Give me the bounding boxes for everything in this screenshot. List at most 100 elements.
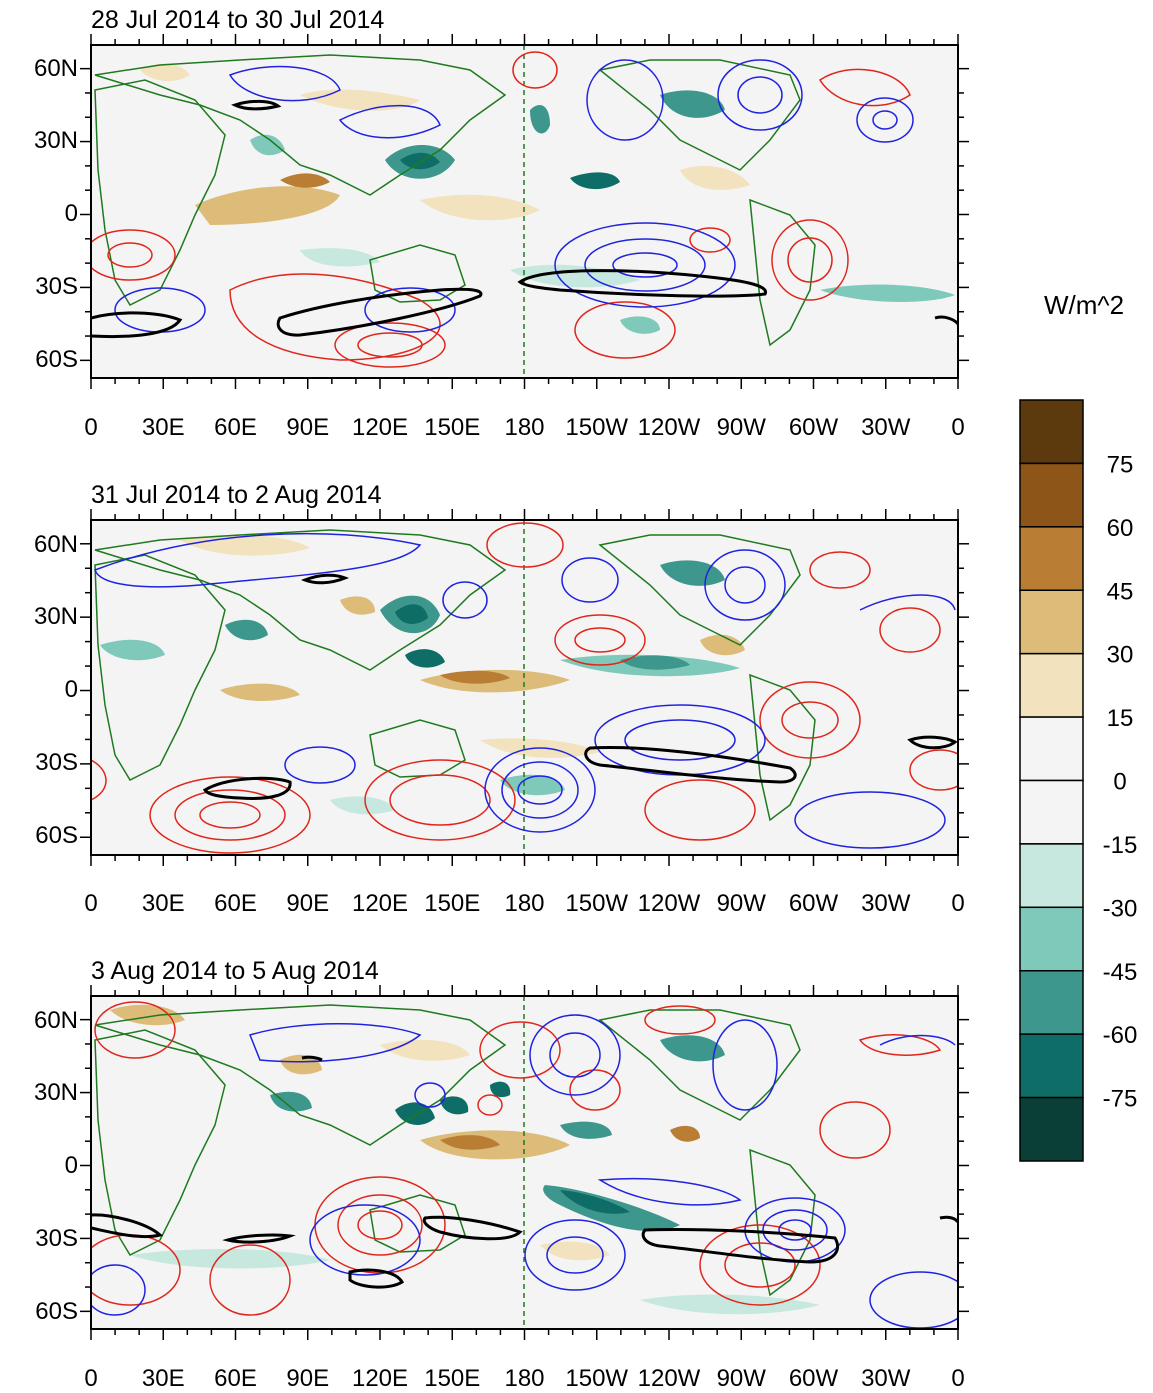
neg-contour (586, 59, 664, 141)
neg-contour (524, 1219, 626, 1291)
y-tick-label: 60N (34, 531, 78, 558)
shade-green (330, 796, 395, 815)
x-tick-label: 150E (424, 1365, 480, 1392)
shade-green (510, 264, 640, 288)
africa-coast (94, 554, 226, 781)
x-tick-label: 0 (84, 414, 97, 441)
panel-1-x-tick-labels: 0 30E 60E 90E 120E 150E 180 150W 120W 90W 60W 30W 0 (84, 414, 964, 441)
zero-contour (584, 745, 797, 784)
x-tick-label: 60E (214, 890, 257, 917)
panel-3-title: 3 Aug 2014 to 5 Aug 2014 (91, 957, 379, 985)
zero-contour (222, 1233, 296, 1244)
x-tick-label: 120W (638, 414, 701, 441)
pos-contour (781, 701, 839, 739)
neg-contour (859, 594, 956, 611)
pos-contour (689, 227, 731, 253)
pos-contour (879, 607, 941, 653)
shade-green (225, 619, 268, 641)
y-tick-label: 30N (34, 127, 78, 154)
y-tick-label: 0 (65, 200, 78, 227)
pos-contour (209, 1244, 291, 1316)
pos-contour (91, 229, 176, 281)
shade-green (250, 134, 285, 156)
shade-green (395, 604, 428, 624)
pos-contour (818, 68, 911, 107)
panel-3: 3 Aug 2014 to 5 Aug 2014 (34, 957, 969, 1392)
pos-contour (699, 1224, 821, 1306)
x-tick-label: 90E (286, 890, 329, 917)
shade-green (820, 284, 955, 302)
neg-contour (442, 581, 488, 619)
australia-coast (369, 1194, 466, 1253)
y-tick-label: 30S (35, 1225, 78, 1252)
zero-contour (422, 1215, 523, 1241)
panel-3-ticks (80, 985, 969, 1340)
neg-contour (794, 791, 946, 849)
shade-green (395, 1102, 435, 1125)
pos-contour (909, 749, 958, 791)
pos-contour (787, 237, 833, 283)
pos-contour (554, 614, 646, 666)
colorbar-swatch (1019, 1033, 1084, 1099)
x-tick-label: 120E (352, 1365, 408, 1392)
pos-contour (512, 51, 558, 89)
panel-2-x-tick-labels: 0 30E 60E 90E 120E 150E 180 150W 120W 90W 60W 30W 0 (84, 890, 964, 917)
colorbar-label: 30 (1107, 642, 1134, 669)
pos-contour (174, 789, 286, 841)
panel-1-positive-contours (91, 51, 911, 368)
colorbar-swatch (1019, 589, 1084, 655)
shade-tan (680, 165, 750, 190)
shade-tan (420, 194, 540, 221)
panel-1-title: 28 Jul 2014 to 30 Jul 2014 (91, 6, 384, 34)
x-tick-label: 30E (142, 414, 185, 441)
neg-contour (364, 287, 456, 333)
neg-contour (717, 59, 803, 131)
colorbar-swatch (1019, 652, 1084, 718)
panel-2-zero-contours (202, 573, 958, 800)
panel-1-map (91, 45, 958, 378)
colorbar-swatches (1019, 399, 1084, 1162)
neg-contour (724, 566, 766, 604)
shade-green (660, 560, 725, 586)
neg-contour (284, 746, 356, 784)
neg-contour (546, 1236, 604, 1274)
shade-green (405, 649, 445, 668)
x-tick-label: 150W (565, 1365, 628, 1392)
pos-contour (229, 273, 441, 361)
y-tick-label: 60S (35, 1298, 78, 1325)
colorbar-swatch (1019, 462, 1084, 528)
x-tick-label: 90W (717, 890, 767, 917)
zero-contour (907, 735, 958, 750)
shade-green (490, 1081, 511, 1098)
shade-tan (670, 1125, 700, 1142)
pos-contour (357, 1210, 403, 1240)
neg-contour (704, 549, 786, 621)
neg-contour (712, 1019, 778, 1111)
eurasia-coast (94, 1004, 507, 1146)
pos-contour (644, 1005, 716, 1035)
colorbar-swatch (1019, 779, 1084, 845)
neg-contour (879, 1034, 956, 1046)
colorbar-units: W/m^2 (1044, 290, 1124, 320)
shade-green (100, 639, 165, 661)
x-tick-label: 150E (424, 414, 480, 441)
neg-contour (584, 238, 706, 292)
shade-green (620, 316, 660, 334)
neg-contour (597, 1177, 742, 1206)
x-tick-label: 60E (214, 1365, 257, 1392)
panel-3-negative-contours (91, 1014, 958, 1329)
x-tick-label: 150W (565, 890, 628, 917)
colorbar-label: -75 (1103, 1086, 1138, 1113)
pos-contour (574, 301, 676, 359)
colorbar-label: 0 (1113, 769, 1126, 796)
y-tick-label: 30N (34, 603, 78, 630)
north-america-coast (598, 59, 801, 171)
x-tick-label: 90W (717, 1365, 767, 1392)
neg-contour (94, 532, 422, 588)
x-tick-label: 0 (951, 414, 964, 441)
panel-1-negative-contours (114, 59, 914, 333)
neg-contour (856, 97, 914, 143)
shade-tan (340, 596, 375, 615)
colorbar-label: -60 (1103, 1022, 1138, 1049)
